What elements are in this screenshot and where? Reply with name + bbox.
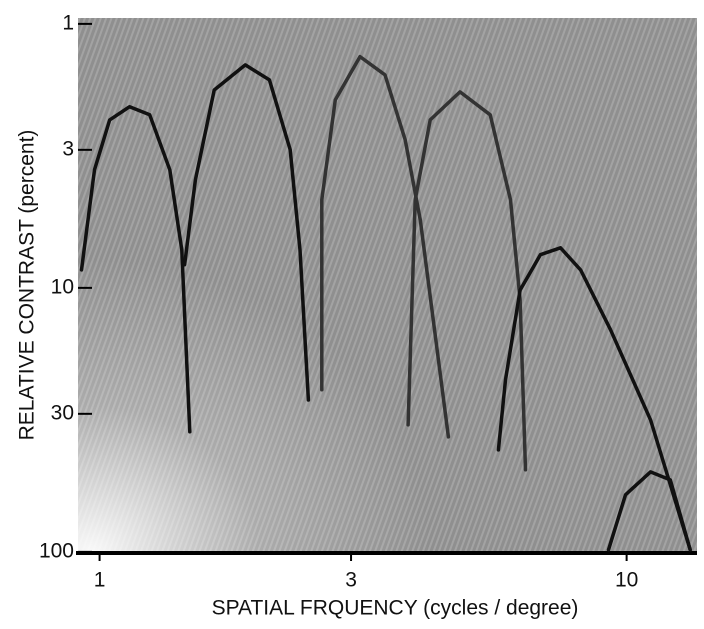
y-tick-label: 100 — [39, 539, 74, 562]
contrast-curve — [496, 246, 692, 552]
x-tick-label: 3 — [345, 569, 357, 592]
y-tick-label: 30 — [51, 401, 74, 424]
grating-background — [78, 18, 697, 553]
contrast-curve — [606, 470, 692, 552]
y-tick-label: 1 — [62, 11, 74, 34]
contrast-curve — [182, 63, 311, 402]
y-tick-label: 3 — [62, 137, 74, 160]
x-axis-title: SPATIAL FRQUENCY (cycles / degree) — [212, 597, 579, 620]
x-tick-label: 1 — [94, 569, 106, 592]
contrast-curve — [320, 54, 451, 439]
y-tick-label: 10 — [51, 275, 74, 298]
y-axis-title: RELATIVE CONTRAST (percent) — [16, 130, 39, 441]
contrast-curve — [406, 90, 528, 472]
contrast-curve — [79, 104, 192, 434]
x-tick-label: 10 — [615, 569, 638, 592]
